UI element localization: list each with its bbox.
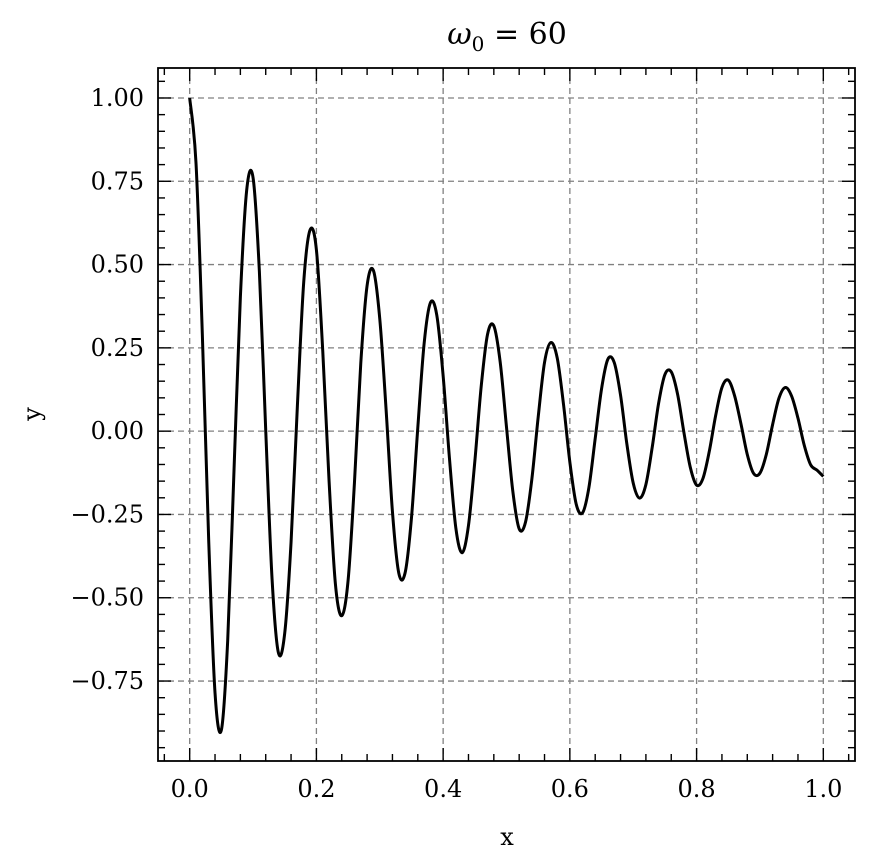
x-tick-label: 0.4 (424, 775, 462, 803)
x-tick-label: 0.0 (171, 775, 209, 803)
axis-ticks (158, 68, 855, 761)
y-tick-label: 0.50 (91, 251, 144, 279)
x-tick-label: 1.0 (804, 775, 842, 803)
series-line-group (188, 97, 825, 734)
x-tick-labels: 0.0 0.2 0.4 0.6 0.8 1.0 (171, 775, 843, 803)
y-tick-label: −0.50 (70, 584, 144, 612)
y-axis-label: y (18, 407, 46, 422)
y-tick-label: −0.25 (70, 500, 144, 528)
x-tick-label: 0.2 (297, 775, 335, 803)
x-tick-label: 0.6 (551, 775, 589, 803)
y-tick-label: 0.75 (91, 167, 144, 195)
chart-title-value: = 60 (484, 17, 566, 52)
chart-title-omega: ω (447, 17, 471, 52)
y-tick-label: 1.00 (91, 84, 144, 112)
grid (158, 68, 855, 761)
y-tick-labels: −0.75 −0.50 −0.25 0.00 0.25 0.50 0.75 1.00 (70, 84, 144, 695)
chart-title-subscript: 0 (472, 32, 485, 56)
x-axis-label: x (500, 823, 514, 851)
x-tick-label: 0.8 (678, 775, 716, 803)
y-tick-label: 0.00 (91, 417, 144, 445)
y-tick-label: 0.25 (91, 334, 144, 362)
y-tick-label: −0.75 (70, 667, 144, 695)
series-line (188, 97, 825, 734)
chart-title: ω0 = 60 (447, 17, 567, 56)
